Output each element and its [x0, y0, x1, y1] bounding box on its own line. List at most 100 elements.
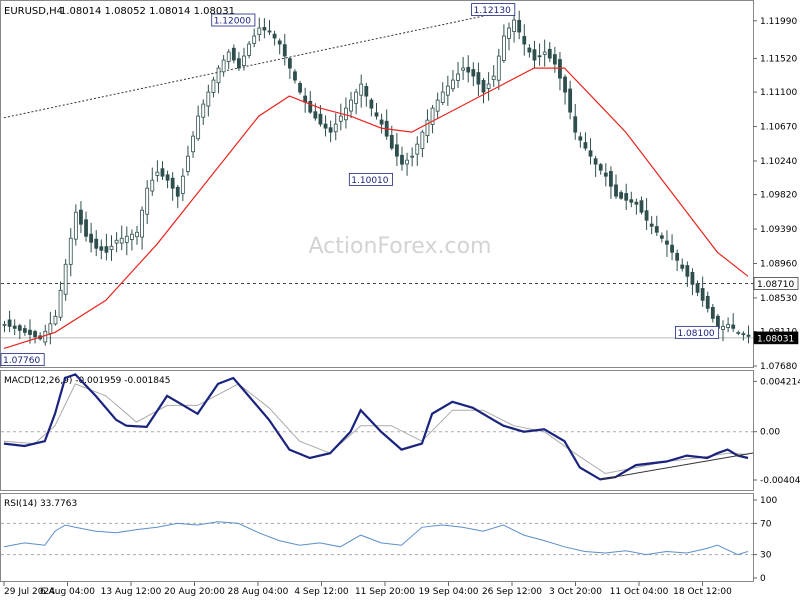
price-panel-frame [0, 0, 754, 368]
candle-body [721, 325, 725, 330]
candle-body [512, 19, 516, 32]
price-y-tick-label: 1.10240 [760, 157, 797, 167]
candle-body [43, 330, 48, 343]
candle-body [53, 315, 58, 325]
price-tag-box [753, 277, 799, 290]
rsi-y-tick-label: 0 [760, 574, 766, 584]
candle-body [58, 289, 63, 318]
candle-body [639, 200, 644, 213]
candle-body [354, 91, 359, 104]
price-y-tick-label: 1.09390 [760, 225, 797, 235]
candle-body [359, 83, 364, 96]
annotation-label: 1.12000 [214, 17, 251, 27]
candle-body [573, 116, 578, 133]
candle-body [609, 171, 613, 187]
annotation-label: 1.07760 [3, 356, 40, 366]
candle-body [374, 112, 379, 117]
x-tick-label: 13 Aug 12:00 [101, 587, 162, 597]
candle-body [517, 19, 522, 33]
candle-body [522, 36, 527, 45]
candle-body [242, 55, 246, 67]
candle-body [644, 210, 649, 221]
candle-body [405, 159, 409, 165]
candle-body [140, 209, 144, 238]
candle-body [155, 171, 160, 176]
candle-body [369, 99, 374, 109]
candle-body [675, 252, 680, 261]
candle-body [425, 119, 430, 137]
candle-body [170, 177, 175, 189]
candle-body [257, 27, 262, 35]
candle-body [563, 76, 567, 93]
candle-body [89, 233, 94, 243]
candle-body [63, 263, 68, 295]
rsi-title: RSI(14) 33.7763 [4, 499, 77, 509]
candle-body [736, 331, 741, 334]
price-tag-label: 1.08031 [757, 334, 794, 344]
price-panel: 1.11990 1.11520 1.11100 1.10670 1.10240 1.098… [0, 3, 799, 372]
candle-body [451, 79, 455, 90]
candle-body [28, 329, 32, 335]
candle-body [145, 187, 150, 215]
candle-body [79, 209, 83, 225]
rsi-panel-frame [0, 493, 754, 582]
candle-body [124, 235, 129, 243]
candle-body [196, 115, 201, 140]
candle-body [593, 158, 598, 165]
candle-body [252, 35, 257, 44]
macd-y-tick-label: -0.004047 [760, 476, 800, 486]
annotation-box [471, 3, 516, 17]
candle-body [84, 219, 88, 237]
candle-body [109, 245, 114, 251]
candle-body [552, 54, 557, 65]
x-tick-label: 11 Oct 04:00 [610, 587, 669, 597]
candle-body [456, 73, 460, 81]
candle-body [180, 175, 185, 194]
candle-body [287, 58, 292, 69]
price-tag-label: 1.08710 [757, 280, 794, 290]
rsi-y-tick-label: 70 [760, 519, 772, 529]
x-tick-label: 28 Aug 04:00 [228, 587, 289, 597]
candle-body [705, 295, 710, 309]
moving-average-line [3, 67, 749, 349]
candle-body [186, 155, 190, 172]
annotation-box [211, 13, 256, 27]
candle-body [410, 155, 415, 158]
candle-body [99, 246, 104, 251]
candle-body [104, 246, 109, 253]
candle-body [481, 79, 486, 93]
candle-body [333, 123, 338, 133]
macd-panel-frame [0, 370, 754, 491]
candle-body [216, 67, 221, 84]
candle-body [491, 75, 496, 81]
rsi-line [3, 521, 749, 556]
candle-body [710, 306, 715, 319]
candle-body [649, 223, 654, 227]
candle-body [293, 71, 297, 81]
annotation-box [675, 325, 720, 339]
candle-body [400, 154, 404, 165]
candle-body [206, 91, 211, 107]
macd-trendline [600, 452, 754, 480]
rsi-panel: RSI(14) 33.7763 100 70 30 0 [1, 496, 777, 584]
rsi-y-tick-label: 100 [760, 496, 777, 506]
candle-body [48, 323, 53, 334]
candle-body [338, 115, 343, 122]
candle-body [135, 231, 139, 238]
candle-body [379, 119, 384, 125]
candle-body [364, 86, 369, 97]
price-y-tick-label: 1.08530 [760, 294, 797, 304]
rsi-y-tick-label: 30 [760, 551, 772, 561]
candle-body [741, 333, 746, 336]
candle-body [690, 271, 695, 285]
candle-body [389, 135, 394, 149]
price-annotation: 1.07760 [0, 353, 45, 366]
candle-body [165, 174, 170, 181]
candle-body [435, 99, 440, 112]
candle-body [746, 334, 751, 337]
candle-body [496, 55, 501, 81]
candle-body [578, 136, 583, 141]
